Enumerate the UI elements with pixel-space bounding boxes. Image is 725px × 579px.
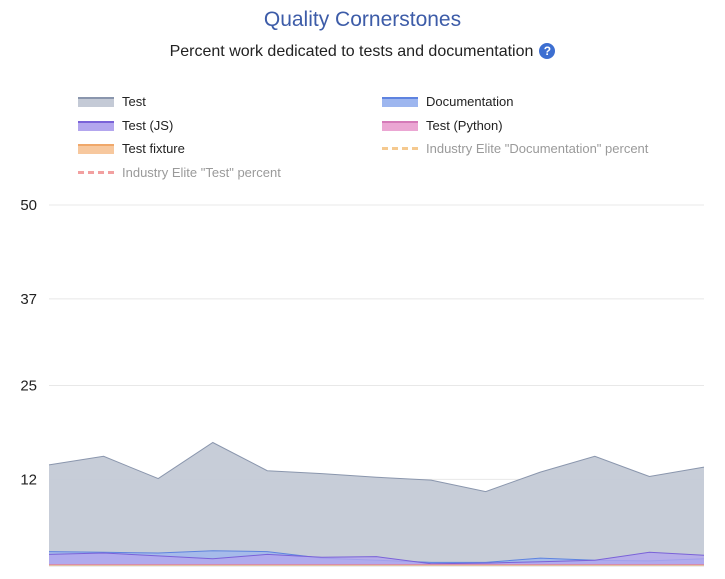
legend-item-test-fixture[interactable]: Test fixture [78,141,185,156]
series-area-2[interactable] [49,552,704,566]
legend-item-test-js[interactable]: Test (JS) [78,118,173,133]
legend-swatch-test-fixture [78,143,114,154]
legend-label-test-python: Test (Python) [426,118,503,133]
legend-label-elite-test: Industry Elite "Test" percent [122,165,281,180]
legend-item-elite-test[interactable]: Industry Elite "Test" percent [78,165,281,180]
legend-item-test-python[interactable]: Test (Python) [382,118,503,133]
y-axis-ticks: 12 25 37 50 [20,197,37,488]
legend-label-test-fixture: Test fixture [122,141,185,156]
legend-swatch-test [78,96,114,107]
y-tick-label-3: 50 [20,197,37,214]
legend-swatch-test-python [382,120,418,131]
chart-title: Quality Cornerstones [263,8,462,31]
legend-item-documentation[interactable]: Documentation [382,94,513,109]
legend-swatch-test-js [78,120,114,131]
legend-swatch-documentation [382,96,418,107]
y-tick-label-1: 25 [20,378,37,395]
series-area-0[interactable] [49,442,704,567]
legend-label-documentation: Documentation [426,94,514,109]
legend-swatch-elite-documentation [382,147,418,150]
help-icon[interactable]: ? [539,43,556,59]
legend-label-elite-documentation: Industry Elite "Documentation" percent [426,141,649,156]
legend-label-test-js: Test (JS) [122,118,174,133]
series-line-0 [48,441,705,493]
legend-swatch-elite-test [78,171,114,174]
legend-label-test: Test [122,94,146,109]
legend-item-test[interactable]: Test [78,94,146,109]
chart-legend: Test Documentation Test (JS) Test (Pytho… [0,0,725,190]
y-tick-label-2: 37 [20,291,37,308]
y-tick-label-0: 12 [20,471,37,488]
series-areas [48,441,705,567]
series-line-2 [48,551,705,565]
legend-item-elite-documentation[interactable]: Industry Elite "Documentation" percent [382,141,648,156]
grid-lines [49,204,704,480]
chart-subtitle-text: Percent work dedicated to tests and docu… [169,43,534,60]
chart-subtitle: Percent work dedicated to tests and docu… [0,43,725,61]
